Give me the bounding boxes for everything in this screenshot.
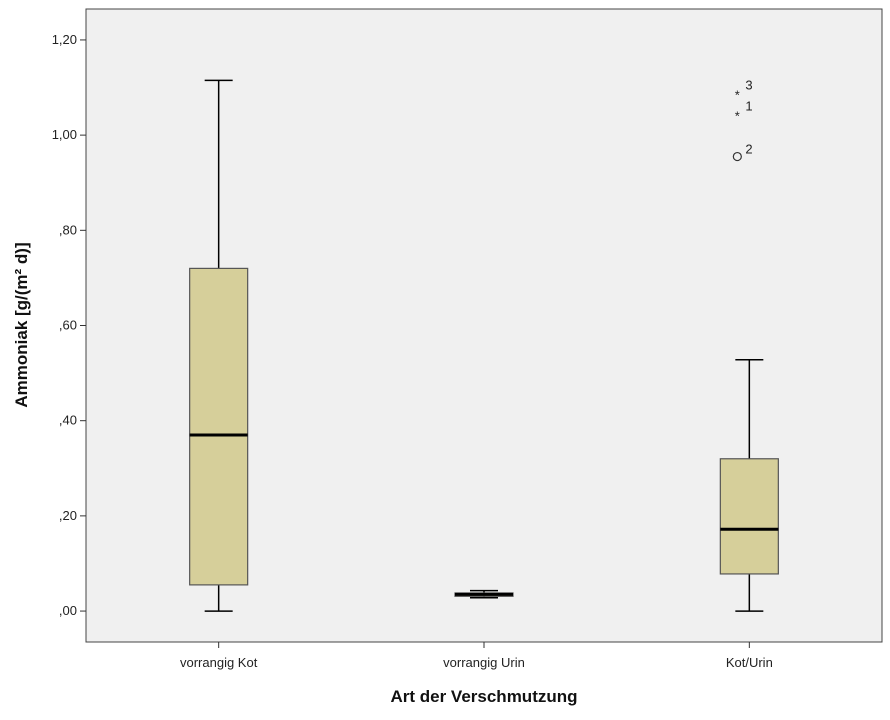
y-tick-label: ,60	[59, 318, 77, 333]
y-tick-label: 1,00	[52, 127, 77, 142]
chart-marks: * 3 * 1 2	[189, 77, 779, 612]
box-iqr	[189, 267, 249, 586]
x-axis-ticks: vorrangig Kot vorrangig Urin Kot/Urin	[180, 642, 773, 670]
box-iqr	[719, 458, 779, 575]
box-group: * 3 * 1 2	[719, 77, 779, 612]
outlier-label: 3	[745, 77, 752, 92]
y-tick-label: ,80	[59, 222, 77, 237]
outlier-star: *	[735, 109, 740, 124]
outlier-label: 2	[745, 142, 752, 157]
box-group	[189, 79, 249, 612]
y-tick-label: ,20	[59, 508, 77, 523]
outlier-circle	[732, 151, 742, 162]
y-tick-label: ,00	[59, 603, 77, 618]
box-group	[454, 589, 514, 599]
x-tick-label: vorrangig Urin	[443, 655, 525, 670]
y-axis-ticks: ,00 ,20 ,40 ,60 ,80 1,00 1,20	[52, 32, 86, 618]
y-tick-label: 1,20	[52, 32, 77, 47]
x-tick-label: vorrangig Kot	[180, 655, 258, 670]
y-axis-title: Ammoniak [g/(m² d)]	[12, 242, 31, 407]
x-tick-label: Kot/Urin	[726, 655, 773, 670]
y-tick-label: ,40	[59, 413, 77, 428]
x-axis-title: Art der Verschmutzung	[390, 687, 577, 706]
outlier-label: 1	[745, 99, 752, 114]
outlier-star: *	[735, 87, 740, 102]
